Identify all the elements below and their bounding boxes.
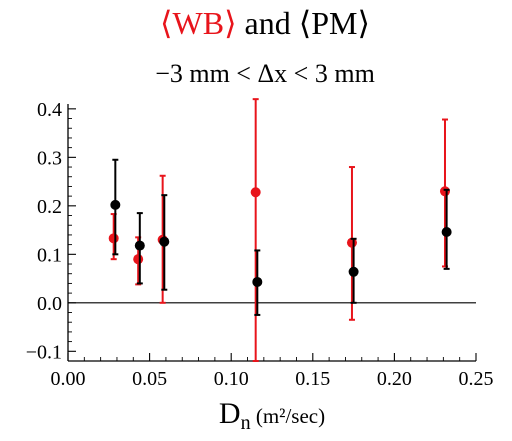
data-point <box>441 227 452 238</box>
y-tick-label: 0.0 <box>37 293 62 315</box>
x-label-main: D <box>219 397 241 430</box>
y-tick-label: 0.2 <box>37 196 62 218</box>
data-point <box>133 254 144 265</box>
y-tick-label: −0.1 <box>26 341 62 363</box>
x-label-unit: (m²/sec) <box>251 404 326 428</box>
data-point <box>250 187 261 198</box>
x-axis-label: Dn (m²/sec) <box>219 397 325 434</box>
data-point <box>252 276 263 287</box>
x-tick-label: 0.15 <box>295 368 330 390</box>
title-wb: ⟨WB⟩ <box>160 5 237 41</box>
series-pm <box>110 158 452 316</box>
x-tick-label: 0.10 <box>214 368 249 390</box>
series-wb <box>108 98 450 362</box>
y-tick-label: 0.1 <box>37 244 62 266</box>
chart-title: ⟨WB⟩ and ⟨PM⟩ <box>160 5 370 41</box>
data-point <box>134 240 145 251</box>
x-tick-label: 0.25 <box>459 368 494 390</box>
title-connector: and <box>237 5 299 41</box>
data-point <box>159 236 170 247</box>
data-point <box>348 266 359 277</box>
data-point <box>439 186 450 197</box>
plot-series <box>108 98 452 362</box>
x-tick-label: 0.20 <box>377 368 412 390</box>
title-pm: ⟨PM⟩ <box>299 5 370 41</box>
x-label-subscript: n <box>241 412 251 434</box>
y-tick-label: 0.3 <box>37 147 62 169</box>
chart-subtitle: −3 mm < Δx < 3 mm <box>155 59 375 88</box>
axis-ticks: −0.1 0.0 0.1 0.2 0.3 0.4 0.00 0.05 0.10 0.15 0.20 0… <box>26 99 494 390</box>
y-tick-label: 0.4 <box>37 99 62 121</box>
data-point <box>110 199 121 210</box>
data-point <box>108 233 119 244</box>
x-tick-label: 0.00 <box>51 368 86 390</box>
x-tick-label: 0.05 <box>132 368 167 390</box>
